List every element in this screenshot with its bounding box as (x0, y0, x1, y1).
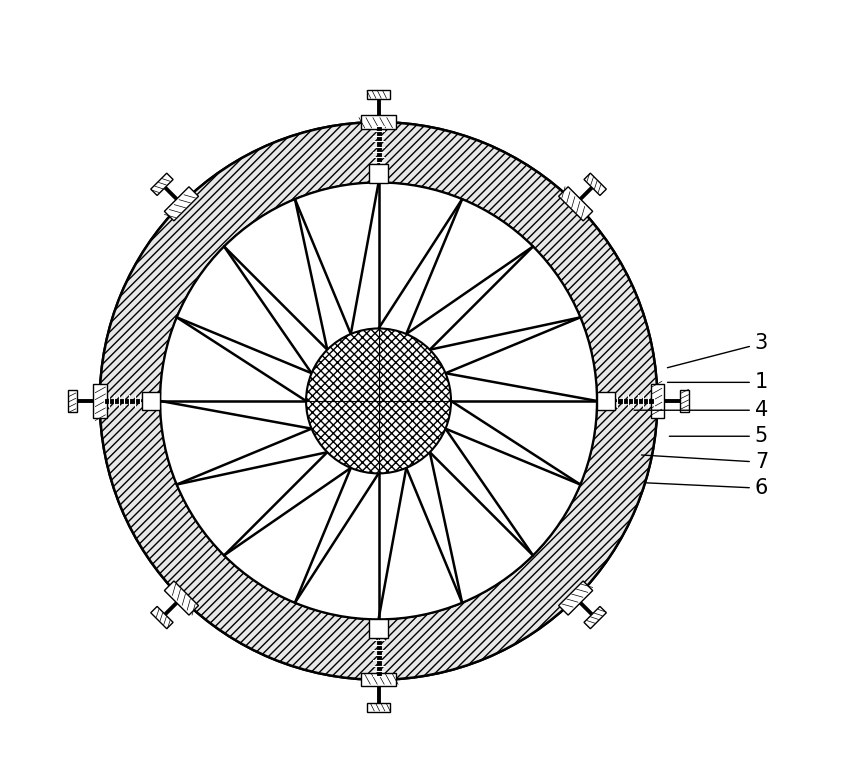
Polygon shape (224, 247, 327, 373)
Polygon shape (378, 468, 406, 619)
Polygon shape (584, 173, 606, 196)
Circle shape (99, 122, 657, 680)
Polygon shape (160, 401, 312, 429)
Polygon shape (367, 703, 390, 712)
Polygon shape (295, 199, 351, 350)
Polygon shape (650, 384, 664, 418)
Polygon shape (164, 187, 199, 221)
Polygon shape (430, 429, 533, 555)
Polygon shape (445, 373, 597, 401)
Circle shape (160, 183, 597, 619)
Polygon shape (558, 581, 592, 615)
Polygon shape (150, 173, 173, 196)
Polygon shape (445, 401, 581, 485)
Polygon shape (430, 317, 581, 373)
Polygon shape (406, 247, 533, 350)
Circle shape (306, 328, 451, 474)
Polygon shape (406, 452, 462, 603)
Text: 7: 7 (642, 452, 768, 472)
Polygon shape (369, 164, 388, 183)
Polygon shape (351, 183, 378, 334)
Text: 6: 6 (646, 478, 768, 498)
Polygon shape (142, 392, 160, 410)
Polygon shape (224, 452, 351, 555)
Polygon shape (177, 317, 312, 401)
Polygon shape (558, 187, 592, 221)
Polygon shape (68, 389, 76, 413)
Polygon shape (361, 673, 396, 687)
Polygon shape (361, 115, 396, 129)
Polygon shape (369, 619, 388, 638)
Text: 4: 4 (634, 400, 768, 420)
Text: 1: 1 (667, 372, 768, 392)
Polygon shape (367, 90, 390, 99)
Polygon shape (177, 429, 327, 485)
Text: 5: 5 (669, 426, 768, 447)
Text: 3: 3 (667, 334, 768, 368)
Polygon shape (295, 468, 378, 603)
Polygon shape (378, 199, 462, 334)
Polygon shape (164, 581, 199, 615)
Polygon shape (680, 389, 689, 413)
Polygon shape (93, 384, 106, 418)
Polygon shape (150, 606, 173, 628)
Polygon shape (584, 606, 606, 628)
Polygon shape (597, 392, 615, 410)
